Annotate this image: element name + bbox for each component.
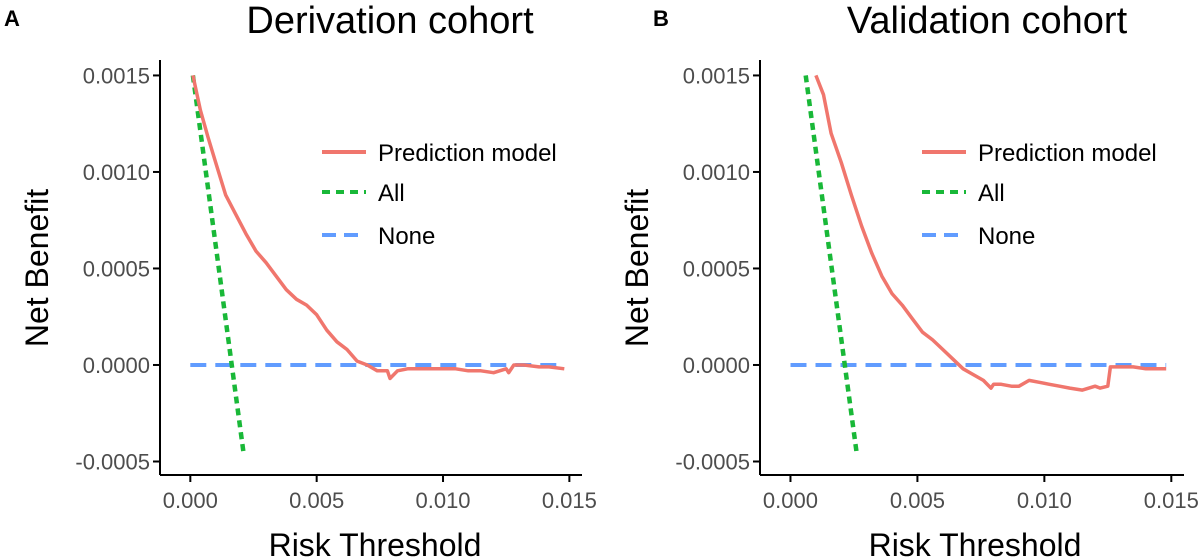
panel-b-legend: Prediction model All None — [922, 140, 1157, 250]
panel-b-title: Validation cohort — [847, 0, 1128, 42]
panel-a-y-tick-label: 0.0000 — [83, 353, 150, 378]
panel-b-x-tick-label: 0.010 — [1017, 488, 1072, 513]
legend-a-none-label: None — [378, 223, 435, 250]
legend-a-model-label: Prediction model — [378, 140, 557, 167]
legend-b-none-label: None — [978, 223, 1035, 250]
panel-b-y-tick-label: 0.0005 — [683, 256, 750, 281]
panel-a: A Derivation cohort Net Benefit Risk Thr… — [4, 0, 597, 558]
legend-b-model-label: Prediction model — [978, 140, 1157, 167]
panel-b-y-tick-label: -0.0005 — [675, 449, 750, 474]
panel-a-x-tick-label: 0.015 — [542, 488, 597, 513]
panel-b-x-tick-label: 0.005 — [890, 488, 945, 513]
panel-a-y-tick-label: 0.0005 — [83, 256, 150, 281]
panel-a-x-tick-label: 0.000 — [163, 488, 218, 513]
panel-a-plot: -0.0005 0.0000 0.0005 0.0010 0.0015 0.000 0.00… — [75, 60, 597, 513]
panel-a-x-tick-label: 0.010 — [415, 488, 470, 513]
panel-b-ylabel: Net Benefit — [619, 189, 655, 347]
panel-b: B Validation cohort Net Benefit Risk Thr… — [619, 0, 1198, 558]
panel-a-y-tick-label: 0.0010 — [83, 160, 150, 185]
panel-b-xlabel: Risk Threshold — [869, 527, 1082, 558]
panel-a-ylabel: Net Benefit — [19, 189, 55, 347]
panel-b-y-tick-label: 0.0010 — [683, 160, 750, 185]
panel-b-plot: -0.0005 0.0000 0.0005 0.0010 0.0015 0.000 0.00… — [675, 60, 1198, 513]
panel-a-series-prediction-model — [191, 75, 565, 381]
panel-b-series-prediction-model — [814, 74, 1167, 392]
panel-a-legend: Prediction model All None — [322, 140, 557, 250]
panel-b-label: B — [653, 6, 669, 31]
panel-b-y-tick-label: 0.0015 — [683, 63, 750, 88]
legend-a-all-label: All — [378, 180, 405, 207]
panel-a-x-tick-label: 0.005 — [289, 488, 344, 513]
panel-a-series-all — [190, 75, 246, 453]
panel-a-y-tick-label: 0.0015 — [83, 63, 150, 88]
panel-a-title: Derivation cohort — [246, 0, 534, 42]
legend-b-all-label: All — [978, 180, 1005, 207]
panel-a-y-tick-label: -0.0005 — [75, 449, 150, 474]
panel-a-xlabel: Risk Threshold — [269, 527, 482, 558]
panel-b-series-all — [803, 75, 859, 453]
panel-b-y-tick-label: 0.0000 — [683, 353, 750, 378]
panel-b-x-tick-label: 0.015 — [1144, 488, 1198, 513]
panel-b-x-tick-label: 0.000 — [763, 488, 818, 513]
panel-a-label: A — [4, 6, 20, 31]
